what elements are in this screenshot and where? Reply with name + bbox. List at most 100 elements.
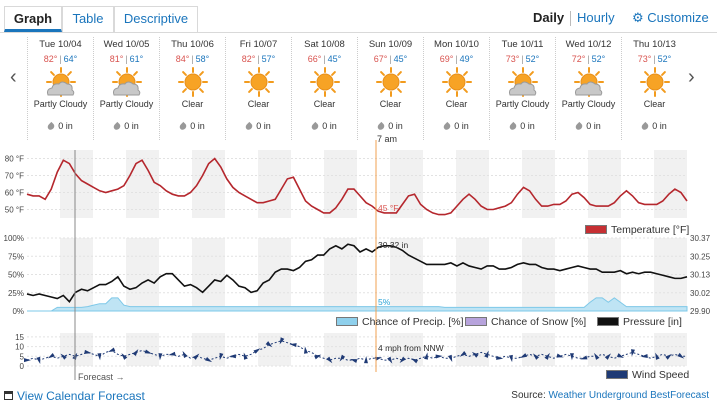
next-days-arrow[interactable]: ›: [688, 66, 695, 88]
partly-cloudy-icon: [506, 66, 540, 98]
wind-arrow: [580, 355, 588, 360]
temperature-swatch: [585, 225, 607, 234]
wind-arrow: [594, 352, 600, 360]
high-temp: 82°: [241, 54, 256, 64]
day-precip: 0 in: [226, 121, 291, 132]
wind-arrow: [132, 349, 139, 357]
day-precip: 0 in: [490, 121, 555, 132]
wind-arrow: [447, 354, 453, 362]
low-temp: 49°: [459, 54, 474, 64]
low-temp: 52°: [657, 54, 672, 64]
day-date: Tue 10/11: [501, 39, 544, 50]
cursor-temperature-label: 45 °F: [378, 203, 398, 213]
cursor-wind-label: 4 mph from NNW: [378, 343, 444, 353]
sun-icon: [308, 66, 342, 98]
night-band: [258, 333, 291, 366]
previous-days-arrow[interactable]: ‹: [10, 66, 17, 88]
high-temp: 73°: [505, 54, 520, 64]
tab-table[interactable]: Table: [62, 6, 114, 32]
view-calendar-forecast-link[interactable]: View Calendar Forecast: [4, 389, 145, 403]
day-column[interactable]: Tue 10/11 73° | 52° Partly Cloudy 0 in: [489, 37, 555, 140]
day-column[interactable]: Thu 10/13 73° | 52° Clear 0 in: [621, 37, 687, 140]
snow-swatch: [465, 317, 487, 326]
night-band: [654, 150, 687, 218]
night-band: [522, 333, 555, 366]
wind-arrow: [677, 352, 685, 359]
y-tick-label: 5: [20, 352, 25, 361]
wind-arrow: [399, 356, 406, 364]
night-band: [588, 333, 621, 366]
daily-toggle[interactable]: Daily: [533, 10, 565, 25]
cursor-pressure-label: 30.32 in: [378, 240, 409, 250]
day-column[interactable]: Tue 10/04 82° | 64° Partly Cloudy 0 in: [27, 37, 93, 140]
legend-snow: Chance of Snow [%]: [465, 316, 586, 328]
wind-arrow: [303, 346, 308, 354]
wind-arrow: [36, 356, 41, 365]
wind-arrow: [519, 353, 528, 359]
tab-graph[interactable]: Graph: [4, 6, 62, 32]
sun-icon: [242, 66, 276, 98]
day-column[interactable]: Mon 10/10 69° | 49° Clear 0 in: [423, 37, 489, 140]
day-condition: Clear: [247, 99, 270, 109]
source-credit: Source: Weather Underground BestForecast: [511, 390, 709, 401]
wind-arrow: [363, 356, 368, 364]
wind-arrow: [532, 353, 540, 360]
sun-icon: [440, 66, 474, 98]
day-date: Mon 10/10: [434, 39, 479, 50]
night-band: [324, 150, 357, 218]
day-temps: 84° | 58°: [175, 54, 210, 64]
low-temp: 57°: [261, 54, 276, 64]
wind-arrow: [192, 353, 200, 360]
customize-button[interactable]: ⚙ Customize: [632, 10, 709, 25]
legend-precip: Chance of Precip. [%]: [336, 316, 464, 328]
source-link[interactable]: Weather Underground BestForecast: [548, 390, 709, 401]
high-temp: 67°: [373, 54, 388, 64]
day-precip: 0 in: [622, 121, 687, 132]
night-band: [522, 238, 555, 311]
day-column[interactable]: Wed 10/05 81° | 61° Partly Cloudy 0 in: [93, 37, 159, 140]
tab-descriptive[interactable]: Descriptive: [114, 6, 198, 32]
wind-arrow: [471, 351, 479, 358]
wind-arrow: [655, 352, 660, 360]
y-tick-label: 50 °F: [5, 206, 24, 215]
y-tick-label-right: 30.02: [690, 289, 711, 298]
y-tick-label: 80 °F: [5, 155, 24, 164]
day-temps: 82° | 57°: [241, 54, 276, 64]
pressure-line: [26, 243, 688, 303]
day-condition: Partly Cloudy: [495, 99, 550, 109]
cursor-time-label: 7 am: [377, 134, 397, 144]
high-temp: 66°: [307, 54, 322, 64]
wind-arrow: [182, 350, 188, 358]
low-temp: 45°: [393, 54, 408, 64]
day-column[interactable]: Fri 10/07 82° | 57° Clear 0 in: [225, 37, 291, 140]
wind-arrow: [350, 358, 358, 364]
wind-arrow: [484, 350, 489, 358]
temperature-line: [26, 157, 688, 216]
day-column[interactable]: Wed 10/12 72° | 52° Partly Cloudy 0 in: [555, 37, 621, 140]
y-tick-label-left: 75%: [8, 252, 24, 261]
day-date: Wed 10/12: [565, 39, 612, 50]
wind-arrow: [97, 353, 102, 361]
y-tick-label-right: 29.90: [690, 307, 711, 316]
y-tick-label-left: 100%: [4, 234, 24, 243]
day-precip: 0 in: [94, 121, 159, 132]
partly-cloudy-icon: [572, 66, 606, 98]
day-column[interactable]: Sun 10/09 67° | 45° Clear 0 in: [357, 37, 423, 140]
hourly-toggle[interactable]: Hourly: [577, 10, 615, 25]
day-date: Thu 10/13: [633, 39, 676, 50]
wind-arrow: [435, 354, 443, 359]
wind-arrow: [279, 337, 285, 345]
wind-arrow: [339, 354, 346, 362]
day-column[interactable]: Sat 10/08 66° | 45° Clear 0 in: [291, 37, 357, 140]
wind-arrow: [604, 353, 611, 360]
high-temp: 81°: [109, 54, 124, 64]
wind-arrow: [265, 341, 273, 348]
wind-arrow: [228, 354, 236, 359]
partly-cloudy-icon: [44, 66, 78, 98]
day-column[interactable]: Thu 10/06 84° | 58° Clear 0 in: [159, 37, 225, 140]
day-date: Wed 10/05: [103, 39, 150, 50]
y-tick-label: 15: [15, 333, 24, 342]
day-condition: Clear: [379, 99, 402, 109]
wind-arrow: [496, 355, 504, 360]
